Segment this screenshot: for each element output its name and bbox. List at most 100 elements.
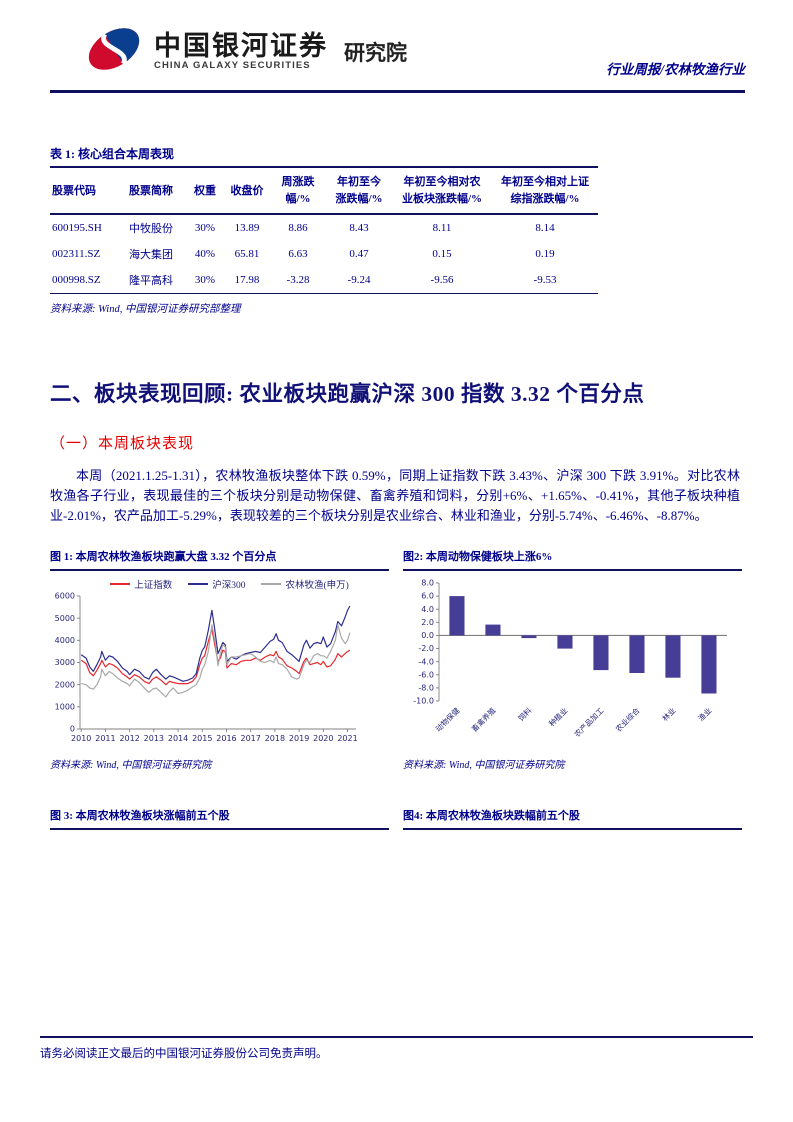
figure2-panel: 图2: 本周动物保健板块上涨6% -10.0 -8.0 -6.0 -4.0 -2.0 0.… (403, 548, 742, 771)
svg-text:0: 0 (70, 725, 75, 734)
column-header: 股票简称 (129, 184, 173, 197)
figure1-title: 图 1: 本周农林牧渔板块跑赢大盘 3.32 个百分点 (50, 551, 277, 564)
legend-label: 农林牧渔(申万) (285, 581, 349, 592)
figures-row-1: 图 1: 本周农林牧渔板块跑赢大盘 3.32 个百分点 上证指数 沪深300 农林牧… (50, 548, 745, 771)
column-header: 周涨跌 幅/% (281, 176, 315, 206)
brand-block: 中国银河证券 CHINA GALAXY SECURITIES 研究院 (84, 23, 407, 80)
figure1-source: 资料来源: Wind, 中国银河证券研究院 (50, 760, 212, 772)
svg-text:8.0: 8.0 (421, 579, 434, 588)
table-source: 资料来源: Wind, 中国银河证券研究部整理 (50, 304, 241, 316)
svg-text:2016: 2016 (216, 734, 236, 743)
footer-rule (40, 1036, 753, 1038)
figure2-source: 资料来源: Wind, 中国银河证券研究院 (403, 760, 565, 772)
figure4-title-rule (403, 828, 742, 831)
table-title-rule (50, 166, 598, 168)
svg-text:林业: 林业 (660, 705, 678, 723)
table-cell: 8.11 (432, 222, 452, 235)
figure2-title-rule (403, 569, 742, 572)
table-cell: 0.15 (432, 248, 452, 261)
bar-chart: -10.0 -8.0 -6.0 -4.0 -2.0 0.0 2.0 4.0 6.0 8.0 动物保健… (413, 579, 727, 739)
table-title: 表 1: 核心组合本周表现 (50, 147, 174, 161)
legend-swatch (261, 583, 282, 586)
table-cell: 30% (194, 274, 216, 287)
svg-text:-4.0: -4.0 (418, 658, 434, 667)
svg-text:-8.0: -8.0 (418, 684, 434, 693)
svg-text:2017: 2017 (241, 734, 261, 743)
table-cell: 17.98 (234, 274, 260, 287)
svg-text:4000: 4000 (55, 636, 75, 645)
galaxy-logo-icon (84, 23, 144, 80)
figure2-title: 图2: 本周动物保健板块上涨6% (403, 551, 553, 564)
svg-text:农产品加工: 农产品加工 (572, 705, 606, 739)
table-cell: -9.56 (430, 274, 454, 287)
subsection-heading: （一）本周板块表现 (50, 436, 195, 453)
svg-text:2000: 2000 (55, 681, 75, 690)
legend-item: 上证指数 (110, 577, 172, 591)
table-row: 600195.SH 中牧股份 30% 13.89 8.86 8.43 8.11 8.14 (50, 214, 598, 241)
column-header: 收盘价 (230, 184, 264, 197)
research-institute-label: 研究院 (344, 41, 407, 65)
figure3-title: 图 3: 本周农林牧渔板块涨幅前五个股 (50, 810, 230, 823)
table-cell: 8.14 (535, 222, 555, 235)
svg-text:2013: 2013 (144, 734, 164, 743)
report-type-label: 行业周报/农林牧渔行业 (606, 62, 745, 77)
column-header: 权重 (194, 184, 216, 197)
svg-text:6.0: 6.0 (421, 592, 434, 601)
table-cell: 海大集团 (129, 249, 173, 262)
legend-item: 沪深300 (188, 577, 245, 591)
figure1-title-rule (50, 569, 389, 572)
table-cell: 8.43 (349, 222, 369, 235)
svg-text:0.0: 0.0 (421, 631, 434, 640)
page-footer: 请务必阅读正文最后的中国银河证券股份公司免责声明。 (40, 1036, 753, 1061)
legend-swatch (110, 583, 131, 586)
figure4-panel: 图4: 本周农林牧渔板块跌幅前五个股 (403, 807, 742, 831)
svg-text:2010: 2010 (71, 734, 91, 743)
table-cell: 13.89 (234, 222, 260, 235)
table-cell: 中牧股份 (129, 223, 173, 236)
svg-text:4.0: 4.0 (421, 605, 434, 614)
svg-text:渔业: 渔业 (696, 705, 714, 723)
svg-text:3000: 3000 (55, 658, 75, 667)
figure3-panel: 图 3: 本周农林牧渔板块涨幅前五个股 (50, 807, 389, 831)
line-chart: 0 1000 2000 3000 4000 5000 6000 2010 2011 2012 201… (55, 592, 358, 743)
legend-swatch (188, 583, 209, 586)
figure1-panel: 图 1: 本周农林牧渔板块跑赢大盘 3.32 个百分点 上证指数 沪深300 农林牧… (50, 548, 389, 771)
table-row: 002311.SZ 海大集团 40% 65.81 6.63 0.47 0.15 0.19 (50, 241, 598, 267)
table-cell: 002311.SZ (52, 248, 101, 261)
legend-label: 沪深300 (212, 581, 246, 592)
svg-text:2019: 2019 (289, 734, 309, 743)
brand-name-cn: 中国银河证券 (154, 30, 328, 61)
header-rule (50, 90, 745, 93)
table-cell: 40% (194, 248, 216, 261)
column-header: 年初至今 涨跌幅/% (335, 176, 383, 206)
svg-text:2015: 2015 (192, 734, 212, 743)
core-portfolio-section: 表 1: 核心组合本周表现 股票代码 股票简称 权重 收盘价 周涨跌 幅/% 年初至今 涨… (50, 145, 745, 316)
figure1-chart-area: 上证指数 沪深300 农林牧渔(申万) 0 1000 2000 3000 4000 5000 6… (50, 571, 389, 747)
svg-text:-10.0: -10.0 (413, 697, 434, 706)
svg-text:农业综合: 农业综合 (613, 705, 642, 734)
brand-name-en: CHINA GALAXY SECURITIES (154, 60, 311, 72)
legend-label: 上证指数 (134, 581, 173, 592)
svg-text:饲料: 饲料 (516, 705, 534, 723)
figure4-title: 图4: 本周农林牧渔板块跌幅前五个股 (403, 810, 580, 823)
svg-text:-6.0: -6.0 (418, 671, 434, 680)
svg-text:1000: 1000 (55, 703, 75, 712)
svg-text:2.0: 2.0 (421, 618, 434, 627)
figure3-title-rule (50, 828, 389, 831)
figures-row-2: 图 3: 本周农林牧渔板块涨幅前五个股 图4: 本周农林牧渔板块跌幅前五个股 (50, 807, 745, 831)
column-header: 股票代码 (52, 184, 96, 197)
table-cell: 30% (194, 222, 216, 235)
table-header-row: 股票代码 股票简称 权重 收盘价 周涨跌 幅/% 年初至今 涨跌幅/% 年初至今相对农 业板… (50, 168, 598, 215)
svg-text:2011: 2011 (95, 734, 115, 743)
svg-text:2014: 2014 (168, 734, 188, 743)
brand-text: 中国银河证券 CHINA GALAXY SECURITIES (154, 30, 328, 72)
table-cell: 0.47 (349, 248, 369, 261)
legend-item: 农林牧渔(申万) (261, 577, 349, 592)
table-cell: 8.86 (288, 222, 308, 235)
section-heading: 二、板块表现回顾: 农业板块跑赢沪深 300 指数 3.32 个百分点 (50, 382, 645, 407)
body-paragraph: 本周（2021.1.25-1.31），农林牧渔板块整体下跌 0.59%，同期上证… (50, 468, 740, 524)
page-header: 中国银河证券 CHINA GALAXY SECURITIES 研究院 行业周报/… (50, 14, 745, 80)
table-cell: 0.19 (535, 248, 555, 261)
svg-text:2012: 2012 (119, 734, 139, 743)
